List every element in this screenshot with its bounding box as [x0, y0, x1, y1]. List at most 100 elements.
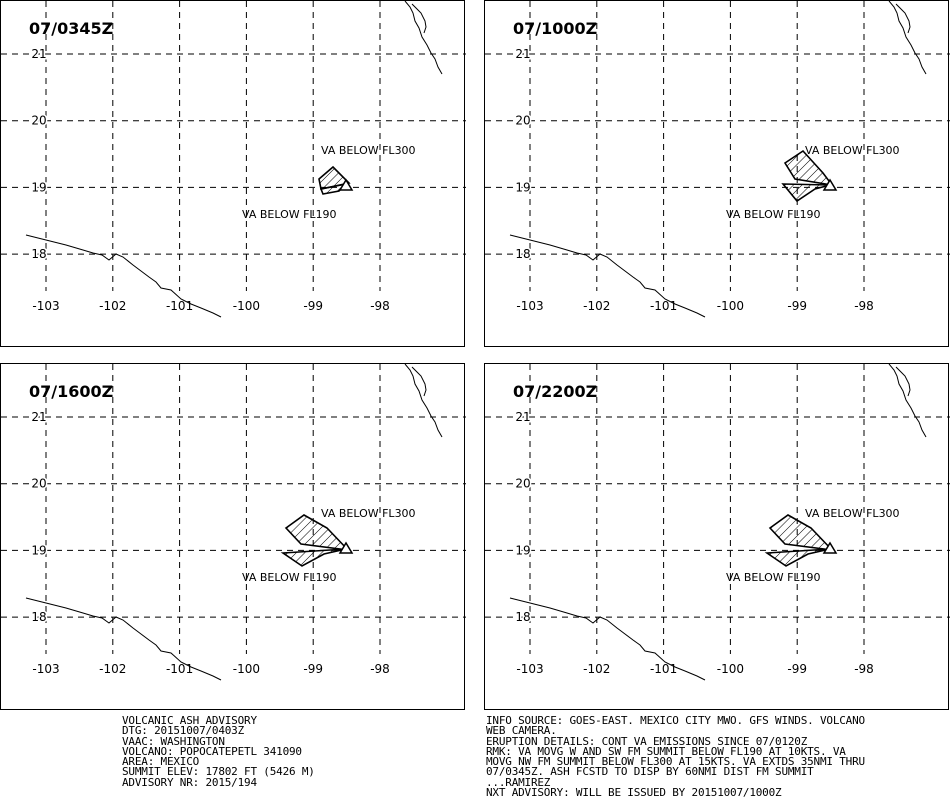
panel-title: 07/1600Z: [29, 382, 114, 401]
map-panel-3: 21 20 19 18 -103 -102 -101 -100 -99 -98 VA BELOW F…: [0, 363, 466, 710]
lat-tick-label: 21: [31, 410, 46, 424]
pacific-coastline: [509, 234, 706, 318]
lat-tick-label: 20: [515, 477, 530, 491]
map-panel-2: 21 20 19 18 -103 -102 -101 -100 -99 -98 VA BELOW F…: [484, 0, 950, 347]
lat-tick-label: 20: [515, 114, 530, 128]
advisory-line: WEB CAMERA.: [486, 724, 557, 738]
lat-tick-label: 19: [31, 180, 46, 194]
lon-tick-label: -102: [99, 662, 126, 676]
advisory-line: ERUPTION DETAILS: CONT VA EMISSIONS SINC…: [486, 734, 808, 748]
lat-tick-label: 19: [515, 180, 530, 194]
advisory-line: SUMMIT ELEV: 17802 FT (5426 M): [122, 765, 315, 779]
pacific-coastline: [25, 597, 222, 681]
gulf-coastline: [888, 364, 927, 438]
advisory-line: RMK: VA MOVG W AND SW FM SUMMIT BELOW FL…: [486, 744, 846, 758]
volcano-icon: [338, 178, 354, 191]
lon-tick-label: -98: [370, 662, 390, 676]
panel-title: 07/2200Z: [513, 382, 598, 401]
lat-tick-label: 20: [31, 477, 46, 491]
upper-ash-label: VA BELOW FL300: [805, 507, 900, 520]
advisory-remarks-block: INFO SOURCE: GOES-EAST. MEXICO CITY MWO.…: [486, 714, 865, 800]
lat-tick-label: 21: [515, 47, 530, 61]
upper-ash-label: VA BELOW FL300: [805, 144, 900, 157]
gulf-coastline: [888, 1, 927, 75]
advisory-line: DTG: 20151007/0403Z: [122, 724, 245, 738]
ash-area-lower: [781, 183, 831, 203]
lon-tick-label: -102: [99, 299, 126, 313]
lon-tick-label: -100: [233, 662, 260, 676]
lon-tick-label: -99: [303, 662, 323, 676]
gulf-coastline: [404, 364, 443, 438]
gulf-coastline: [404, 1, 443, 75]
lower-ash-label: VA BELOW FL190: [242, 571, 337, 584]
upper-ash-label: VA BELOW FL300: [321, 144, 416, 157]
advisory-line: 07/0345Z. ASH FCSTD TO DISP BY 60NMI DIS…: [486, 765, 814, 779]
lat-tick-label: 21: [515, 410, 530, 424]
lon-tick-label: -102: [583, 662, 610, 676]
panel-title: 07/0345Z: [29, 19, 114, 38]
lon-tick-label: -101: [650, 299, 677, 313]
advisory-line: ...RAMIREZ: [486, 775, 551, 789]
lat-tick-label: 18: [31, 610, 46, 624]
lon-tick-label: -103: [516, 299, 543, 313]
lon-tick-label: -98: [854, 662, 874, 676]
lon-tick-label: -103: [32, 299, 59, 313]
lat-tick-label: 18: [515, 247, 530, 261]
map-panel-4: 21 20 19 18 -103 -102 -101 -100 -99 -98 VA BELOW F…: [484, 363, 950, 710]
lon-tick-label: -103: [32, 662, 59, 676]
lon-tick-label: -101: [166, 662, 193, 676]
upper-ash-label: VA BELOW FL300: [321, 507, 416, 520]
ash-area-lower: [319, 182, 349, 195]
lower-ash-label: VA BELOW FL190: [242, 208, 337, 221]
lon-tick-label: -98: [370, 299, 390, 313]
lon-tick-label: -98: [854, 299, 874, 313]
volcano-icon: [822, 541, 838, 554]
advisory-line: VOLCANIC ASH ADVISORY: [122, 714, 257, 727]
map-svg: 21 20 19 18 -103 -102 -101 -100 -99 -98 VA BELOW F…: [1, 364, 466, 681]
gulf-coastline: [895, 3, 911, 34]
pacific-coastline: [509, 597, 706, 681]
lat-tick-label: 18: [31, 247, 46, 261]
gulf-coastline: [411, 3, 427, 34]
advisory-line: AREA: MEXICO: [122, 755, 200, 769]
ash-area-upper: [783, 149, 834, 187]
pacific-coastline: [25, 234, 222, 318]
map-svg: 21 20 19 18 -103 -102 -101 -100 -99 -98 VA BELOW F…: [485, 1, 950, 318]
ash-area-upper: [284, 514, 351, 552]
panel-title: 07/1000Z: [513, 19, 598, 38]
lon-tick-label: -99: [787, 662, 807, 676]
lon-tick-label: -100: [717, 299, 744, 313]
lat-tick-label: 18: [515, 610, 530, 624]
ash-area-upper: [768, 514, 835, 552]
advisory-line: VAAC: WASHINGTON: [122, 734, 225, 748]
map-panel-1: 21 20 19 18 -103 -102 -101 -100 -99 -98 VA BELOW F…: [0, 0, 466, 347]
lon-tick-label: -99: [787, 299, 807, 313]
gulf-coastline: [411, 366, 427, 397]
ash-area-lower: [764, 548, 831, 567]
volcano-icon: [338, 541, 354, 554]
advisory-line: INFO SOURCE: GOES-EAST. MEXICO CITY MWO.…: [486, 714, 865, 727]
lon-tick-label: -100: [233, 299, 260, 313]
lat-tick-label: 20: [31, 114, 46, 128]
volcano-icon: [822, 178, 838, 191]
advisory-header-block: VOLCANIC ASH ADVISORY DTG: 20151007/0403…: [122, 714, 315, 788]
lower-ash-label: VA BELOW FL190: [726, 571, 821, 584]
advisory-line: VOLCANO: POPOCATEPETL 341090: [122, 744, 302, 758]
lat-tick-label: 19: [31, 543, 46, 557]
lon-tick-label: -103: [516, 662, 543, 676]
lon-tick-label: -101: [166, 299, 193, 313]
ash-area-lower: [280, 548, 347, 567]
advisory-line: NXT ADVISORY: WILL BE ISSUED BY 20151007…: [486, 786, 782, 800]
lon-tick-label: -101: [650, 662, 677, 676]
map-svg: 21 20 19 18 -103 -102 -101 -100 -99 -98 VA BELOW F…: [485, 364, 950, 681]
lon-tick-label: -100: [717, 662, 744, 676]
lon-tick-label: -99: [303, 299, 323, 313]
advisory-line: MOVG NW FM SUMMIT BELOW FL300 AT 15KTS. …: [486, 755, 865, 769]
ash-area-upper: [318, 165, 351, 190]
gulf-coastline: [895, 366, 911, 397]
map-svg: 21 20 19 18 -103 -102 -101 -100 -99 -98 VA BELOW F…: [1, 1, 466, 318]
lat-tick-label: 21: [31, 47, 46, 61]
lower-ash-label: VA BELOW FL190: [726, 208, 821, 221]
lat-tick-label: 19: [515, 543, 530, 557]
lon-tick-label: -102: [583, 299, 610, 313]
